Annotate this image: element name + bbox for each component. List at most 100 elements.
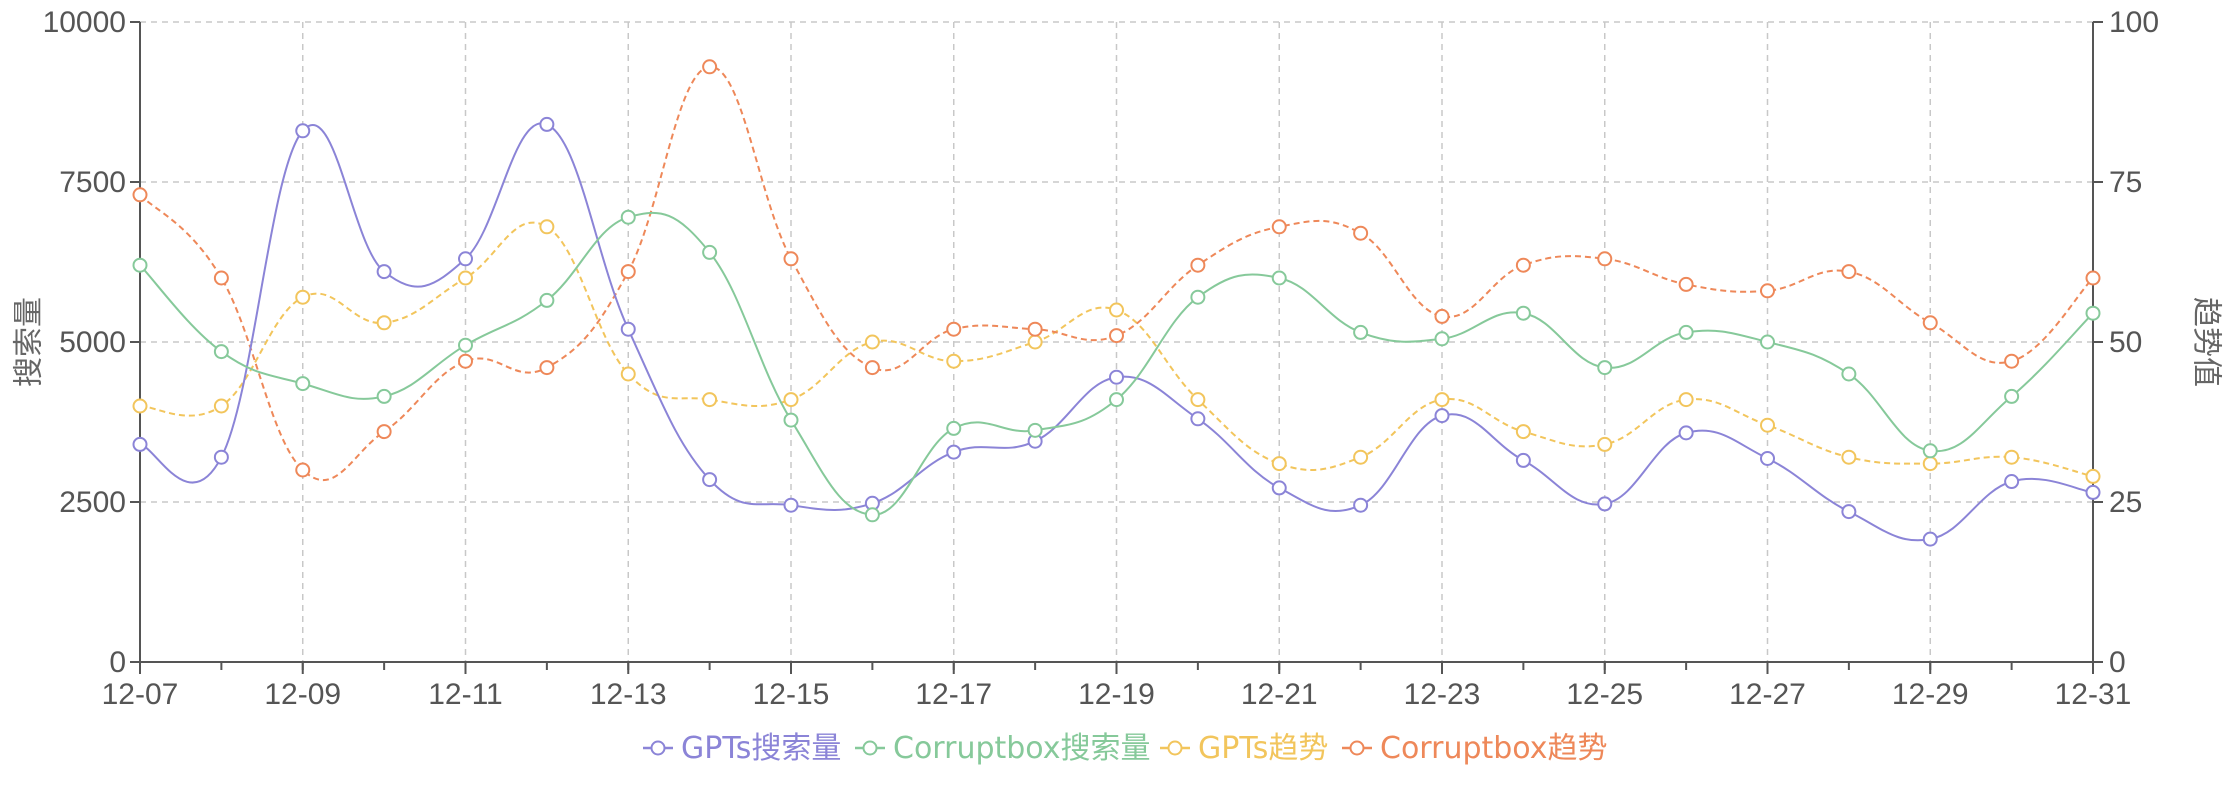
data-point[interactable] [702, 244, 718, 260]
data-point[interactable] [702, 472, 718, 488]
data-point[interactable] [1190, 411, 1206, 427]
data-point[interactable] [783, 392, 799, 408]
data-point[interactable] [702, 392, 718, 408]
data-point[interactable] [1841, 449, 1857, 465]
data-point[interactable] [1760, 283, 1775, 299]
data-point[interactable] [1841, 366, 1857, 382]
data-point[interactable] [783, 251, 799, 267]
legend-item-4[interactable]: Corruptbox趋势 [1342, 731, 1608, 766]
data-point[interactable] [1515, 424, 1531, 440]
data-point[interactable] [1271, 219, 1287, 235]
data-point[interactable] [376, 424, 392, 440]
data-point[interactable] [1922, 456, 1938, 472]
legend-item-1[interactable]: GPTs搜索量 [643, 731, 841, 766]
data-point[interactable] [376, 388, 392, 404]
data-point[interactable] [458, 270, 473, 286]
data-point[interactable] [376, 264, 392, 280]
data-point[interactable] [458, 353, 473, 369]
data-point[interactable] [295, 123, 311, 139]
data-point[interactable] [213, 270, 229, 286]
data-point[interactable] [1597, 360, 1613, 376]
data-point[interactable] [1922, 315, 1938, 331]
data-point[interactable] [864, 507, 880, 523]
data-point[interactable] [1434, 392, 1450, 408]
data-point[interactable] [1678, 324, 1694, 340]
data-point[interactable] [620, 209, 636, 225]
data-point[interactable] [1922, 531, 1938, 547]
data-point[interactable] [1027, 321, 1043, 337]
data-point[interactable] [132, 257, 148, 273]
data-point[interactable] [2004, 388, 2020, 404]
data-point[interactable] [1027, 422, 1043, 438]
data-point[interactable] [783, 412, 799, 428]
data-point[interactable] [1109, 369, 1124, 385]
data-point[interactable] [946, 420, 962, 436]
data-point[interactable] [539, 219, 555, 235]
data-point[interactable] [620, 264, 636, 280]
data-point[interactable] [1027, 334, 1043, 350]
data-point[interactable] [1353, 225, 1369, 241]
data-point[interactable] [1190, 289, 1206, 305]
data-point[interactable] [1434, 331, 1450, 347]
data-point[interactable] [295, 289, 311, 305]
data-point[interactable] [213, 398, 229, 414]
data-point[interactable] [1434, 408, 1450, 424]
data-point[interactable] [864, 334, 880, 350]
legend-item-3[interactable]: GPTs趋势 [1160, 731, 1328, 766]
data-point[interactable] [1515, 305, 1531, 321]
data-point[interactable] [620, 321, 636, 337]
data-point[interactable] [864, 360, 880, 376]
data-point[interactable] [1353, 497, 1369, 513]
data-point[interactable] [2085, 270, 2101, 286]
data-point[interactable] [1353, 324, 1369, 340]
data-point[interactable] [1678, 425, 1694, 441]
data-point[interactable] [376, 315, 392, 331]
data-point[interactable] [1678, 276, 1694, 292]
data-point[interactable] [2004, 449, 2020, 465]
data-point[interactable] [1678, 392, 1694, 408]
data-point[interactable] [539, 116, 555, 132]
data-point[interactable] [1190, 392, 1206, 408]
data-point[interactable] [1515, 452, 1531, 468]
data-point[interactable] [539, 360, 555, 376]
data-point[interactable] [1271, 456, 1287, 472]
data-point[interactable] [1841, 504, 1857, 520]
data-point[interactable] [295, 462, 311, 478]
data-point[interactable] [132, 398, 148, 414]
data-point[interactable] [783, 497, 799, 513]
data-point[interactable] [1760, 334, 1775, 350]
data-point[interactable] [1109, 392, 1124, 408]
data-point[interactable] [1597, 436, 1613, 452]
data-point[interactable] [1353, 449, 1369, 465]
data-point[interactable] [132, 436, 148, 452]
legend-item-2[interactable]: Corruptbox搜索量 [855, 731, 1151, 766]
data-point[interactable] [1760, 450, 1775, 466]
data-point[interactable] [702, 59, 718, 75]
legend[interactable]: GPTs搜索量 Corruptbox搜索量 GPTs趋势 Corruptbox趋势 [643, 731, 1608, 766]
data-point[interactable] [1922, 443, 1938, 459]
data-point[interactable] [2085, 468, 2101, 484]
data-point[interactable] [1271, 270, 1287, 286]
data-point[interactable] [1597, 251, 1613, 267]
data-point[interactable] [1760, 417, 1775, 433]
data-point[interactable] [2004, 474, 2020, 490]
data-point[interactable] [458, 251, 473, 267]
data-point[interactable] [1515, 257, 1531, 273]
data-point[interactable] [946, 444, 962, 460]
data-point[interactable] [1841, 264, 1857, 280]
data-point[interactable] [539, 292, 555, 308]
data-point[interactable] [1434, 308, 1450, 324]
data-point[interactable] [213, 449, 229, 465]
data-point[interactable] [946, 353, 962, 369]
data-point[interactable] [946, 321, 962, 337]
data-point[interactable] [2085, 305, 2101, 321]
data-point[interactable] [132, 187, 148, 203]
data-point[interactable] [1597, 496, 1613, 512]
data-point[interactable] [620, 366, 636, 382]
data-point[interactable] [458, 337, 473, 353]
data-point[interactable] [2085, 484, 2101, 500]
data-point[interactable] [1271, 480, 1287, 496]
data-point[interactable] [2004, 353, 2020, 369]
data-point[interactable] [1109, 302, 1124, 318]
data-point[interactable] [213, 344, 229, 360]
